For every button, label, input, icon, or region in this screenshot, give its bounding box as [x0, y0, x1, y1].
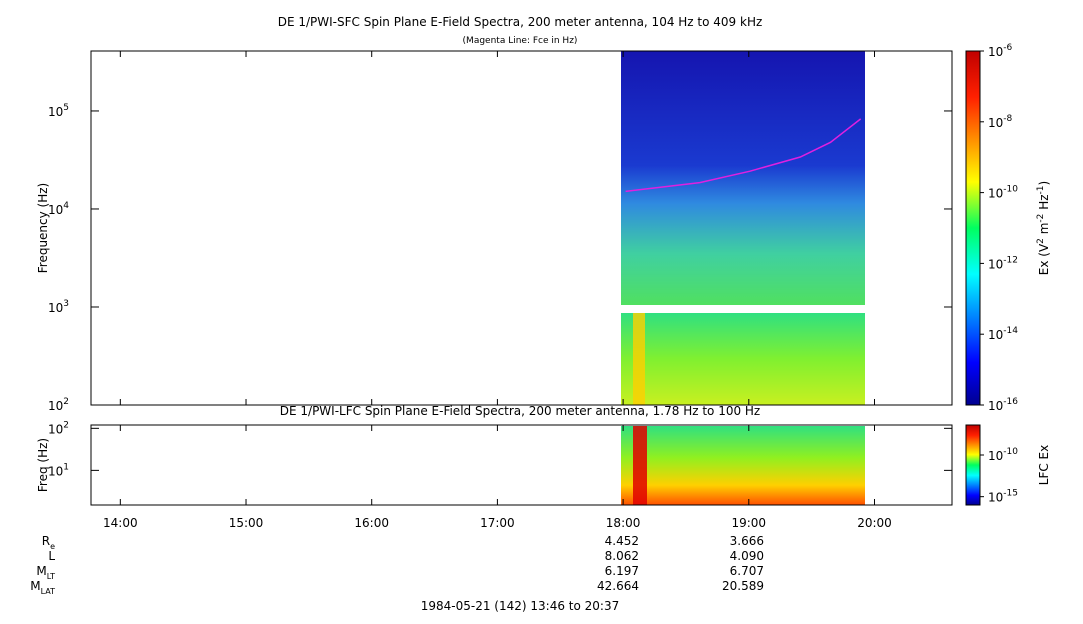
ephemeris-label: L [48, 549, 55, 563]
colorbar-label-part: 2 [1036, 238, 1046, 244]
y-tick-label: 102 [48, 397, 69, 413]
tick-exponent: 2 [63, 397, 69, 407]
colorbar-label-part: -1 [1036, 185, 1046, 194]
ephemeris-value: 4.452 [605, 534, 639, 548]
spectrogram-image [621, 426, 865, 505]
tick-base: 10 [988, 491, 1003, 505]
colorbar-tick-label: 10-14 [988, 326, 1018, 342]
colorbar-label-part: -2 [1036, 214, 1046, 223]
colorbar-label-part: LFC Ex [1037, 445, 1051, 485]
y-tick-label: 101 [48, 462, 69, 478]
tick-base: 10 [988, 187, 1003, 201]
tick-base: 10 [48, 399, 63, 413]
tick-base: 10 [988, 45, 1003, 59]
ephemeris-label-sub: e [50, 542, 55, 551]
plot-frame [90, 424, 953, 506]
tick-exponent: -8 [1003, 114, 1012, 124]
colorbar-tick-label: 10-16 [988, 397, 1018, 413]
x-tick-label: 20:00 [857, 516, 892, 530]
tick-base: 10 [48, 203, 63, 217]
y-tick-label: 105 [48, 103, 69, 119]
spectrogram-image [621, 51, 865, 305]
colorbar [965, 50, 981, 406]
colorbar-tick-label: 10-8 [988, 114, 1013, 130]
ephemeris-label-main: R [42, 534, 50, 548]
ephemeris-label: MLT [36, 564, 55, 581]
chart-title: DE 1/PWI-LFC Spin Plane E-Field Spectra,… [280, 404, 760, 418]
colorbar-label-part: m [1037, 223, 1051, 239]
colorbar-tick-label: 10-10 [988, 447, 1018, 463]
x-tick-label: 18:00 [606, 516, 641, 530]
tick-exponent: 3 [63, 299, 69, 309]
colorbar-label: Ex (V2 m-2 Hz-1) [1036, 181, 1051, 275]
ephemeris-label-main: M [36, 564, 46, 578]
x-tick-label: 16:00 [354, 516, 389, 530]
ephemeris-label-main: L [48, 549, 55, 563]
ephemeris-label-sub: LAT [41, 587, 55, 596]
tick-base: 10 [48, 422, 63, 436]
tick-base: 10 [988, 449, 1003, 463]
colorbar-tick-label: 10-6 [988, 43, 1013, 59]
spectrogram-image [633, 426, 647, 505]
spectrogram-image [621, 313, 865, 405]
fce-line [625, 118, 862, 193]
ephemeris-label-main: M [30, 579, 40, 593]
tick-base: 10 [988, 257, 1003, 271]
tick-base: 10 [48, 105, 63, 119]
plot-frame [90, 50, 953, 406]
colorbar-label-part: ) [1037, 181, 1051, 186]
footer: 1984-05-21 (142) 13:46 to 20:37 [421, 599, 619, 613]
y-axis-label: Freq (Hz) [36, 438, 50, 492]
y-axis-label: Frequency (Hz) [36, 183, 50, 274]
tick-base: 10 [988, 328, 1003, 342]
tick-exponent: -15 [1003, 489, 1018, 499]
x-tick-label: 14:00 [103, 516, 138, 530]
tick-base: 10 [988, 399, 1003, 413]
x-tick-label: 15:00 [229, 516, 264, 530]
tick-exponent: -16 [1003, 397, 1018, 407]
ephemeris-value: 20.589 [722, 579, 764, 593]
ephemeris-value: 6.707 [730, 564, 764, 578]
colorbar-tick-label: 10-15 [988, 489, 1018, 505]
tick-exponent: 2 [63, 420, 69, 430]
tick-exponent: 1 [63, 462, 69, 472]
y-tick-label: 102 [48, 420, 69, 436]
x-tick-label: 17:00 [480, 516, 515, 530]
tick-exponent: -10 [1003, 447, 1018, 457]
y-tick-label: 103 [48, 299, 69, 315]
ephemeris-value: 4.090 [730, 549, 764, 563]
chart-subtitle: (Magenta Line: Fce in Hz) [463, 36, 578, 46]
tick-base: 10 [988, 116, 1003, 130]
x-tick-label: 19:00 [731, 516, 766, 530]
colorbar-label: LFC Ex [1037, 445, 1051, 485]
colorbar-label-part: Ex (V [1037, 243, 1051, 275]
spectrogram-image [633, 313, 645, 405]
spectrogram-images [621, 51, 865, 505]
chart-title: DE 1/PWI-SFC Spin Plane E-Field Spectra,… [278, 15, 763, 29]
tick-base: 10 [48, 301, 63, 315]
colorbar-tick-label: 10-12 [988, 255, 1018, 271]
ephemeris-value: 3.666 [730, 534, 764, 548]
ephemeris-label: MLAT [30, 579, 55, 596]
ephemeris-label: Re [42, 534, 55, 551]
colorbar-label-part: Hz [1037, 194, 1051, 213]
tick-exponent: -12 [1003, 255, 1018, 265]
tick-exponent: -10 [1003, 185, 1018, 195]
colorbar [965, 424, 981, 506]
colorbar-tick-label: 10-10 [988, 185, 1018, 201]
tick-exponent: 5 [63, 103, 69, 113]
ephemeris-value: 8.062 [605, 549, 639, 563]
tick-base: 10 [48, 464, 63, 478]
tick-exponent: 4 [63, 201, 69, 211]
ephemeris-label-sub: LT [47, 572, 55, 581]
y-tick-label: 104 [48, 201, 69, 217]
ephemeris-value: 6.197 [605, 564, 639, 578]
tick-exponent: -14 [1003, 326, 1018, 336]
tick-exponent: -6 [1003, 43, 1012, 53]
ephemeris-value: 42.664 [597, 579, 639, 593]
